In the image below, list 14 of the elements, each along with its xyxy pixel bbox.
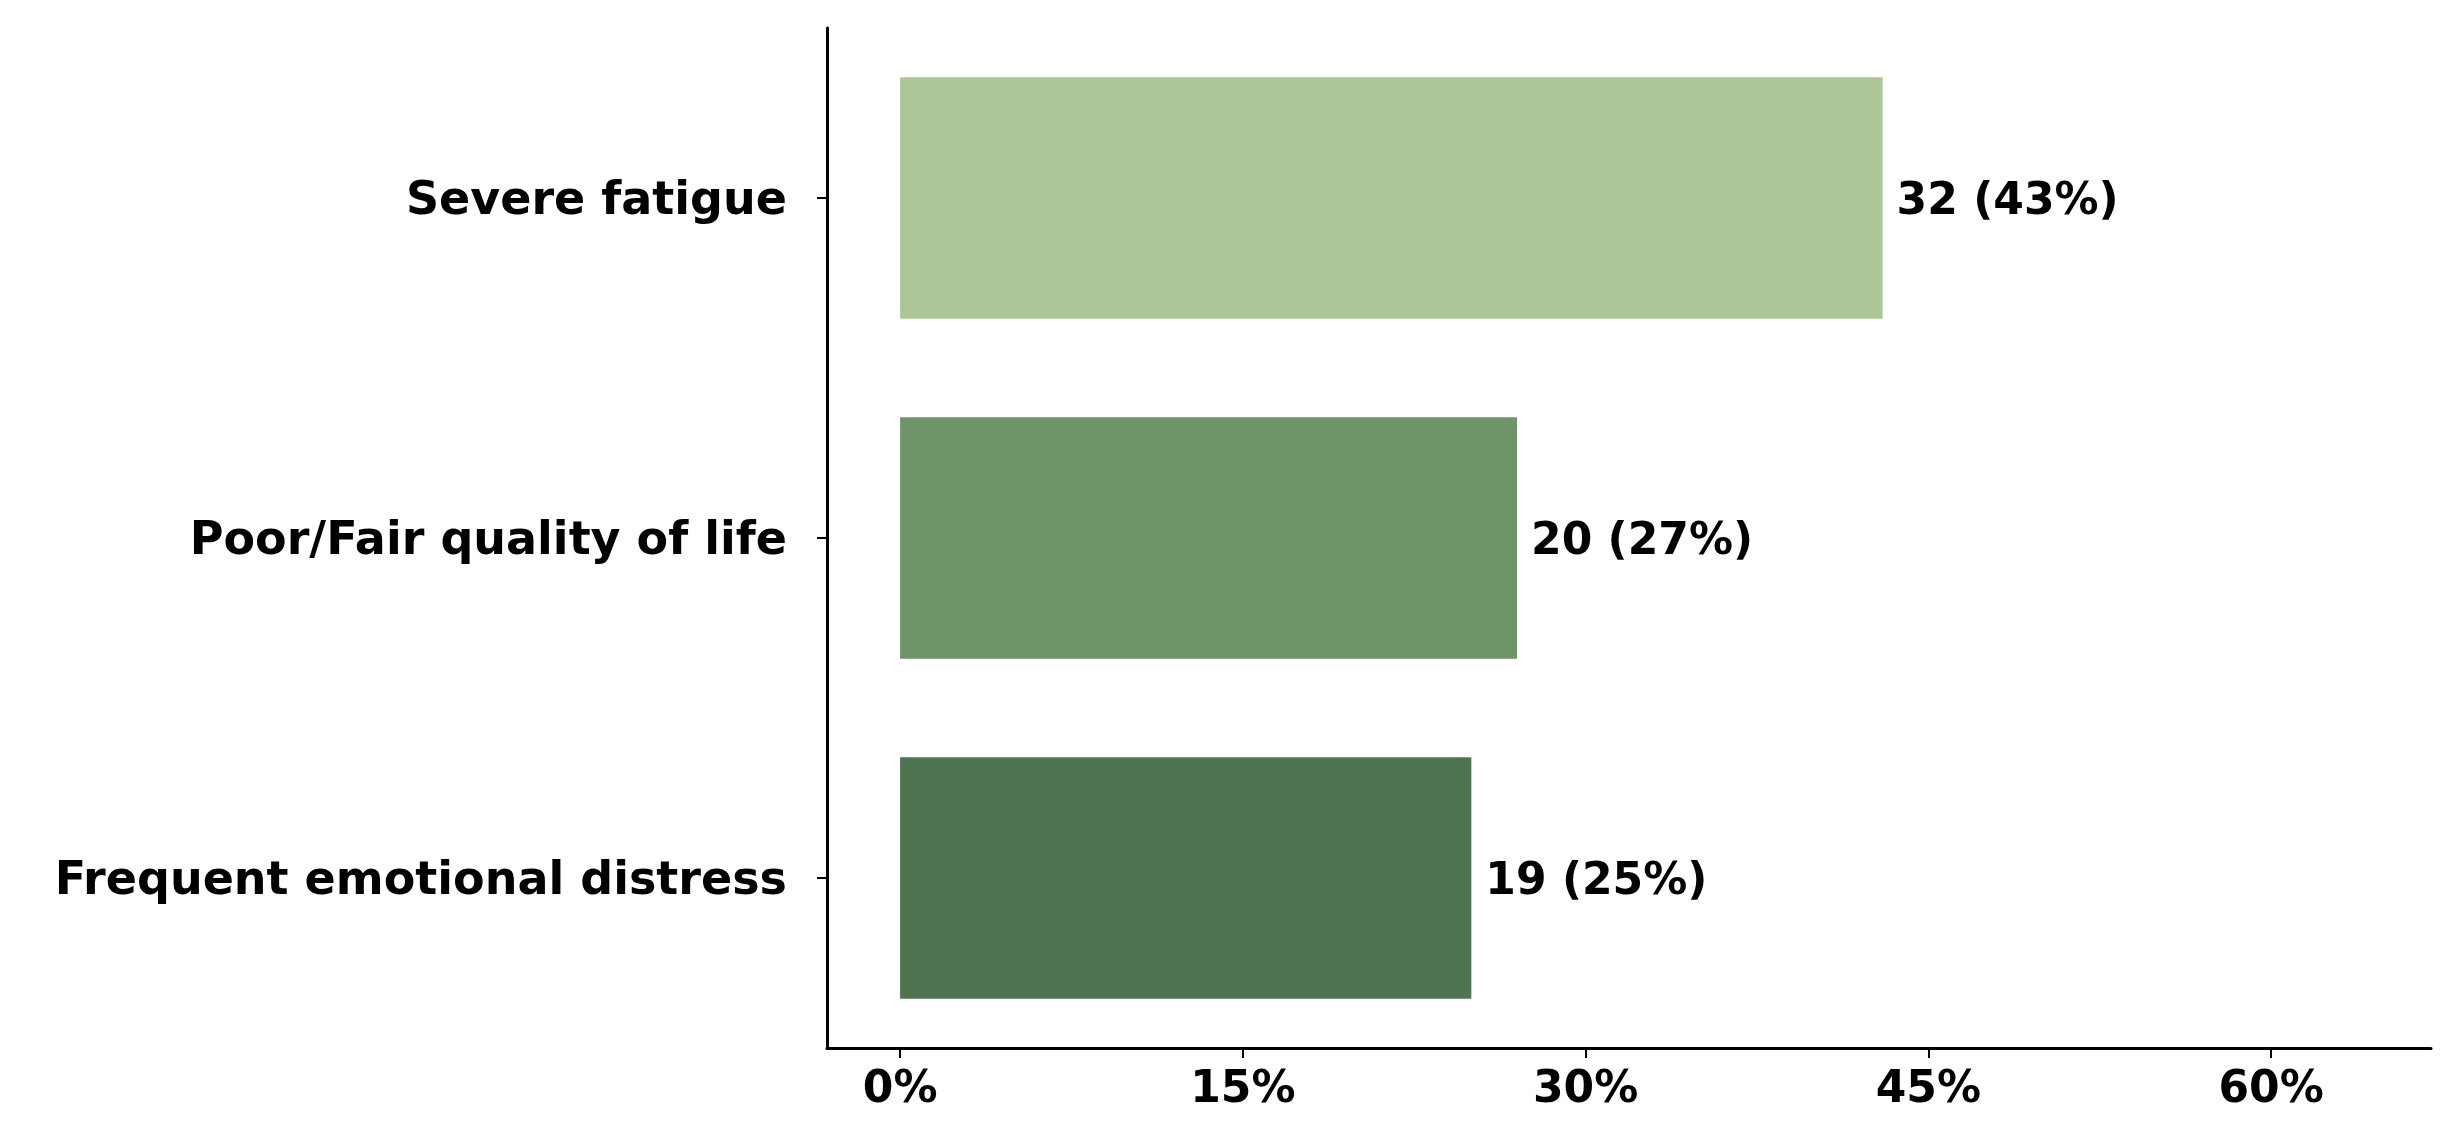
bar <box>900 417 1518 659</box>
x-tick-label: 45% <box>1875 1060 1981 1112</box>
x-tick-label: 30% <box>1532 1060 1639 1112</box>
data-label: 19 (25%) <box>1485 852 1708 904</box>
bar <box>900 757 1472 999</box>
y-tick-label: Frequent emotional distress <box>54 851 787 905</box>
x-tick-label: 0% <box>862 1060 938 1112</box>
data-label: 20 (27%) <box>1531 512 1754 564</box>
y-tick-label: Severe fatigue <box>405 171 787 225</box>
y-tick-label: Poor/Fair quality of life <box>189 511 787 565</box>
x-tick-label: 60% <box>2218 1060 2324 1112</box>
bar <box>900 77 1883 319</box>
data-label: 32 (43%) <box>1896 172 2119 224</box>
x-tick-label: 15% <box>1190 1060 1296 1112</box>
